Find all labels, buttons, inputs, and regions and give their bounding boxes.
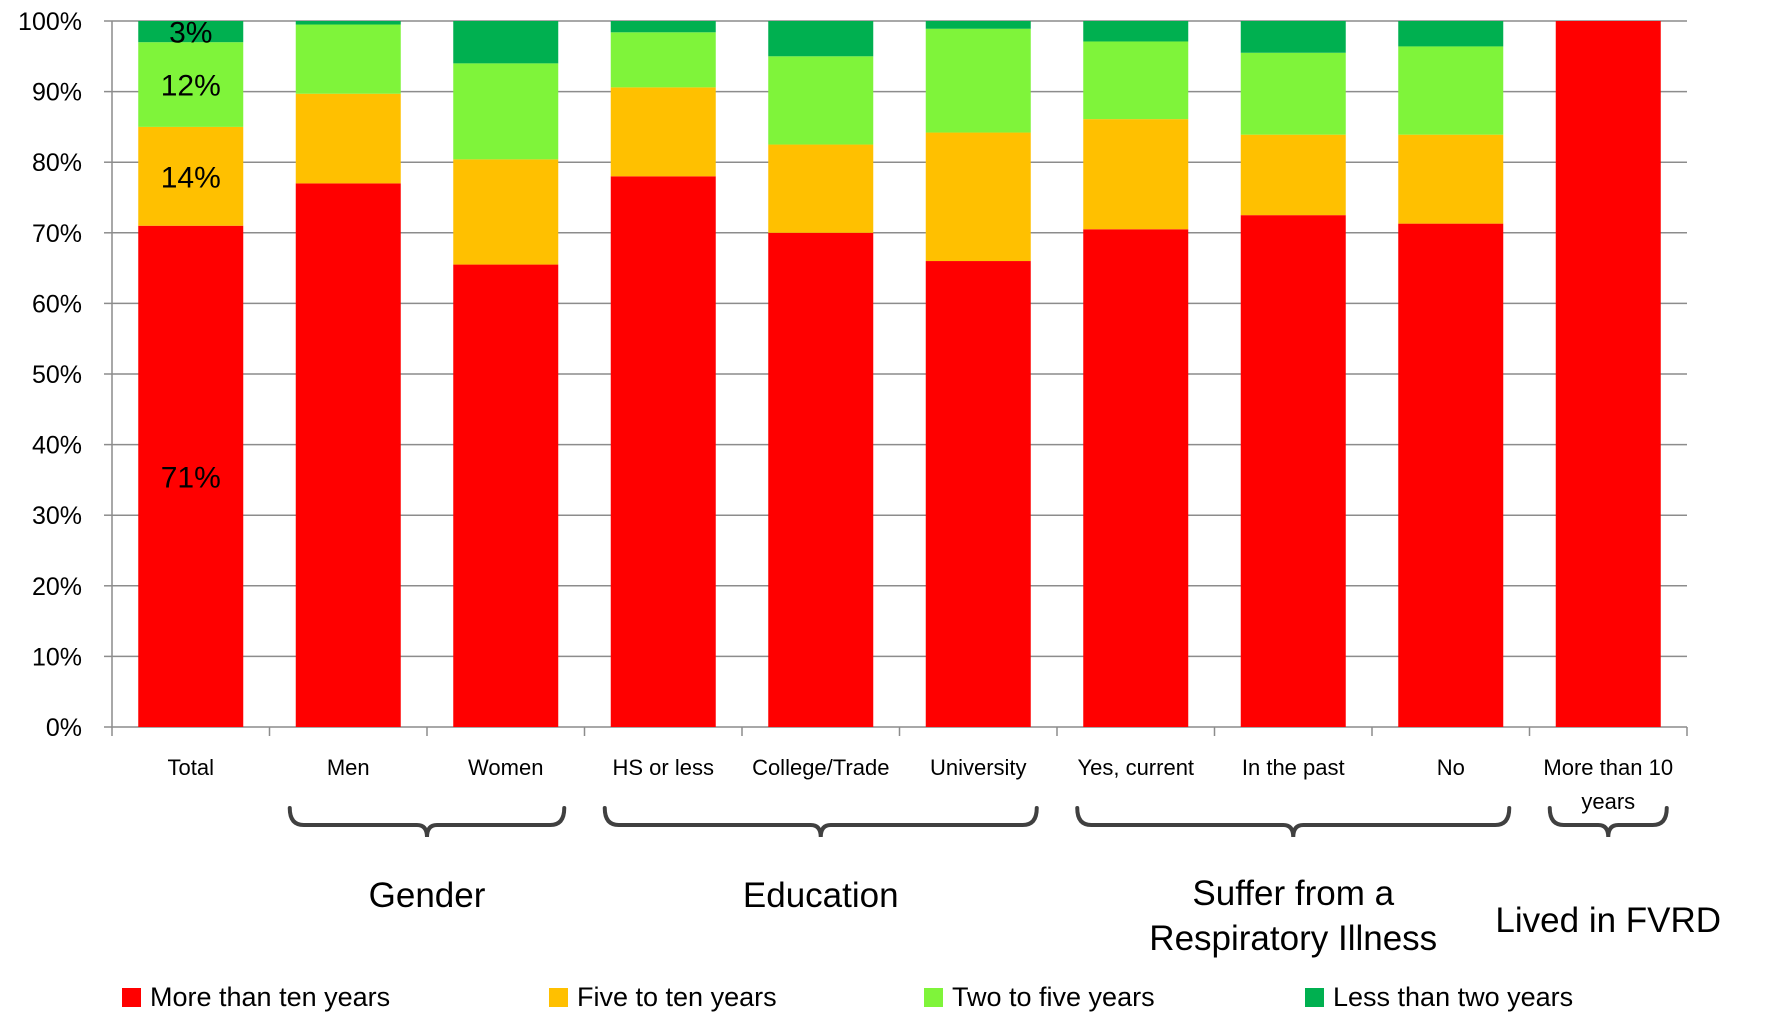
group-label: Suffer from a Respiratory Illness — [1149, 874, 1437, 958]
bar-university-less-than-two-years — [925, 21, 1031, 29]
bar-total-two-to-five-years — [138, 42, 244, 127]
category-label: College/Trade — [752, 755, 889, 780]
legend-swatch-more-than-ten-years — [122, 988, 141, 1007]
y-tick-label: 70% — [32, 220, 82, 248]
data-label: 14% — [161, 161, 221, 194]
bar-university-five-to-ten-years — [925, 132, 1031, 262]
group-label: Education — [743, 876, 899, 915]
group-label-line: Suffer from a — [1192, 874, 1394, 913]
bar-men-five-to-ten-years — [295, 93, 401, 184]
bar-no-more-than-ten-years — [1398, 223, 1504, 727]
bar-women-more-than-ten-years — [453, 264, 559, 727]
legend-swatch-less-than-two-years — [1305, 988, 1324, 1007]
bar-total-less-than-two-years — [138, 21, 244, 43]
group-label-line: Gender — [369, 876, 486, 915]
y-tick-label: 20% — [32, 573, 82, 601]
group-brace — [287, 806, 567, 838]
bar-no-less-than-two-years — [1398, 21, 1504, 47]
data-label: 3% — [169, 17, 212, 50]
bar-total-more-than-ten-years — [138, 225, 244, 728]
group-brace — [1547, 806, 1669, 838]
bar-in-the-past-five-to-ten-years — [1240, 134, 1346, 216]
category-label: Women — [468, 755, 543, 780]
bar-men-two-to-five-years — [295, 24, 401, 94]
y-tick-label: 0% — [46, 714, 82, 742]
bar-university-more-than-ten-years — [925, 261, 1031, 727]
category-label: More than 10 years — [1543, 755, 1673, 814]
group-label-line: Lived in FVRD — [1495, 901, 1721, 940]
bar-women-less-than-two-years — [453, 21, 559, 64]
category-label: In the past — [1242, 755, 1345, 780]
bar-in-the-past-two-to-five-years — [1240, 52, 1346, 135]
bar-hs-or-less-five-to-ten-years — [610, 87, 716, 177]
group-brace — [1075, 806, 1512, 838]
bar-in-the-past-less-than-two-years — [1240, 21, 1346, 53]
category-label: Yes, current — [1077, 755, 1194, 780]
legend-label: Five to ten years — [577, 982, 777, 1012]
category-label: Total — [168, 755, 214, 780]
legend-label: More than ten years — [150, 982, 390, 1012]
bar-college-trade-less-than-two-years — [768, 21, 874, 57]
bar-men-more-than-ten-years — [295, 183, 401, 727]
y-tick-label: 30% — [32, 502, 82, 530]
bar-no-five-to-ten-years — [1398, 134, 1504, 224]
y-tick-label: 80% — [32, 149, 82, 177]
group-brace — [602, 806, 1039, 838]
legend-label: Two to five years — [952, 982, 1155, 1012]
bar-women-five-to-ten-years — [453, 159, 559, 265]
bar-men-less-than-two-years — [295, 21, 401, 25]
group-label-line: Respiratory Illness — [1149, 919, 1437, 958]
bar-college-trade-two-to-five-years — [768, 56, 874, 145]
group-label: Gender — [369, 876, 486, 915]
bar-hs-or-less-two-to-five-years — [610, 32, 716, 88]
category-label: No — [1437, 755, 1465, 780]
bar-in-the-past-more-than-ten-years — [1240, 215, 1346, 727]
bar-yes-current-more-than-ten-years — [1083, 229, 1189, 727]
bar-women-two-to-five-years — [453, 63, 559, 160]
legend-swatch-five-to-ten-years — [549, 988, 568, 1007]
bar-yes-current-five-to-ten-years — [1083, 119, 1189, 230]
category-label: University — [930, 755, 1027, 780]
bar-no-two-to-five-years — [1398, 46, 1504, 135]
y-tick-label: 90% — [32, 79, 82, 107]
category-label: HS or less — [613, 755, 714, 780]
data-label: 71% — [161, 461, 221, 494]
y-tick-label: 40% — [32, 432, 82, 460]
y-tick-label: 50% — [32, 361, 82, 389]
bar-university-two-to-five-years — [925, 28, 1031, 133]
group-label: Lived in FVRD — [1495, 901, 1721, 940]
y-tick-label: 60% — [32, 290, 82, 318]
y-tick-label: 10% — [32, 643, 82, 671]
bar-total-five-to-ten-years — [138, 126, 244, 226]
group-label-line: Education — [743, 876, 899, 915]
category-label: Men — [327, 755, 370, 780]
bar-more-than-10-years-more-than-ten-years — [1555, 21, 1661, 727]
bar-hs-or-less-more-than-ten-years — [610, 176, 716, 727]
y-tick-label: 100% — [18, 8, 82, 36]
bar-hs-or-less-less-than-two-years — [610, 21, 716, 33]
bar-college-trade-five-to-ten-years — [768, 144, 874, 233]
data-label: 12% — [161, 70, 221, 103]
legend-swatch-two-to-five-years — [924, 988, 943, 1007]
bar-yes-current-less-than-two-years — [1083, 21, 1189, 42]
bar-college-trade-more-than-ten-years — [768, 232, 874, 728]
legend-label: Less than two years — [1333, 982, 1573, 1012]
bar-yes-current-two-to-five-years — [1083, 41, 1189, 120]
